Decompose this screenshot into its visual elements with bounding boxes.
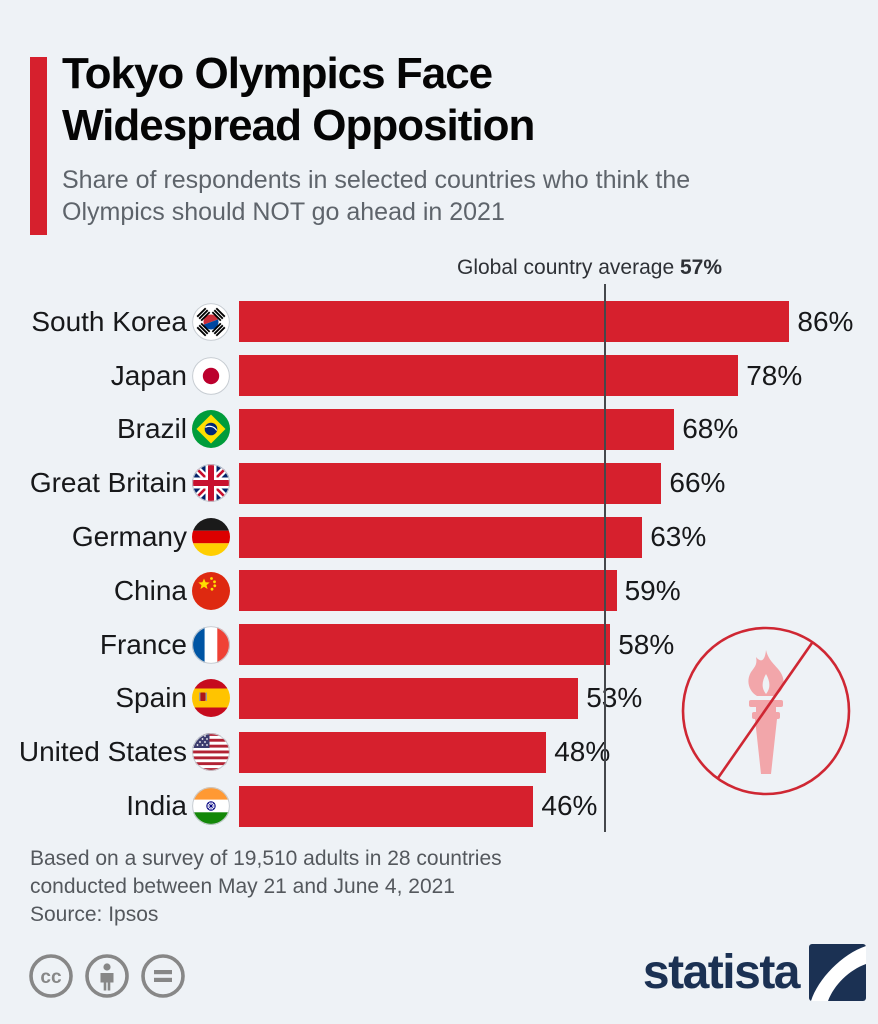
flag-india-icon bbox=[192, 787, 230, 826]
flag-france-icon bbox=[192, 625, 230, 664]
flag-south-korea-icon bbox=[192, 302, 230, 341]
value-label: 53% bbox=[586, 682, 643, 714]
cc-icon[interactable]: cc bbox=[28, 953, 74, 1004]
bar-row-great-britain: Great Britain 66% bbox=[0, 456, 878, 510]
bar bbox=[239, 785, 534, 827]
flag-japan-icon bbox=[192, 356, 230, 395]
bar bbox=[239, 570, 617, 612]
country-label: China bbox=[113, 574, 187, 606]
survey-note-line1: Based on a survey of 19,510 adults in 28… bbox=[30, 847, 502, 870]
average-value: 57% bbox=[679, 256, 723, 279]
bar bbox=[239, 677, 579, 719]
flag-spain-icon bbox=[192, 679, 230, 718]
flag-united-states-icon bbox=[192, 733, 230, 772]
value-label: 48% bbox=[554, 736, 611, 768]
statista-branding[interactable]: statista bbox=[643, 944, 866, 1001]
bar bbox=[239, 355, 739, 397]
statista-logo-icon bbox=[809, 944, 866, 1001]
bar bbox=[239, 301, 790, 343]
value-label: 63% bbox=[650, 521, 707, 553]
flag-china-icon bbox=[192, 571, 230, 610]
bar-chart: South Korea 86% Japan 78% Brazil 68% Gre… bbox=[0, 295, 878, 833]
bar-row-united-states: United States 48% bbox=[0, 725, 878, 779]
bar-row-spain: Spain 53% bbox=[0, 672, 878, 726]
average-label: Global country average 57% bbox=[457, 256, 722, 280]
source-label: Source: Ipsos bbox=[30, 903, 159, 926]
country-label: France bbox=[99, 628, 187, 660]
value-label: 66% bbox=[669, 467, 726, 499]
bar bbox=[239, 516, 643, 558]
bar-row-germany: Germany 63% bbox=[0, 510, 878, 564]
bar-row-france: France 58% bbox=[0, 618, 878, 672]
statista-logo-text: statista bbox=[642, 946, 801, 999]
country-label: Japan bbox=[110, 359, 187, 391]
flag-brazil-icon bbox=[192, 410, 230, 449]
license-icons: cc bbox=[28, 953, 186, 1004]
country-label: Great Britain bbox=[29, 467, 187, 499]
bar-row-brazil: Brazil 68% bbox=[0, 403, 878, 457]
page-title: Tokyo Olympics Face Widespread Oppositio… bbox=[62, 49, 535, 150]
value-label: 78% bbox=[746, 359, 803, 391]
bar-row-japan: Japan 78% bbox=[0, 349, 878, 403]
bar-row-india: India 46% bbox=[0, 779, 878, 833]
bar bbox=[239, 462, 662, 504]
svg-text:cc: cc bbox=[40, 967, 62, 988]
bar bbox=[239, 731, 547, 773]
no-olympic-torch-icon bbox=[678, 622, 858, 807]
attribution-icon[interactable] bbox=[84, 953, 130, 1004]
flag-germany-icon bbox=[192, 518, 230, 557]
value-label: 46% bbox=[541, 790, 598, 822]
country-label: Germany bbox=[71, 521, 187, 553]
country-label: India bbox=[126, 790, 187, 822]
bar-row-south-korea: South Korea 86% bbox=[0, 295, 878, 349]
accent-bar bbox=[30, 57, 47, 235]
country-label: United States bbox=[18, 736, 187, 768]
bar bbox=[239, 624, 611, 666]
average-label-text: Global country average bbox=[457, 256, 675, 279]
value-label: 58% bbox=[618, 628, 675, 660]
survey-note-line2: conducted between May 21 and June 4, 202… bbox=[30, 875, 455, 898]
equals-icon[interactable] bbox=[140, 953, 186, 1004]
country-label: Spain bbox=[115, 682, 187, 714]
country-label: South Korea bbox=[31, 305, 187, 337]
flag-great-britain-icon bbox=[192, 464, 230, 503]
survey-note: Based on a survey of 19,510 adults in 28… bbox=[30, 845, 610, 901]
value-label: 59% bbox=[624, 574, 681, 606]
page-subtitle: Share of respondents in selected countri… bbox=[62, 166, 691, 226]
average-line bbox=[603, 284, 606, 832]
bar bbox=[239, 408, 675, 450]
value-label: 86% bbox=[797, 305, 854, 337]
bar-row-china: China 59% bbox=[0, 564, 878, 618]
country-label: Brazil bbox=[116, 413, 187, 445]
value-label: 68% bbox=[682, 413, 739, 445]
